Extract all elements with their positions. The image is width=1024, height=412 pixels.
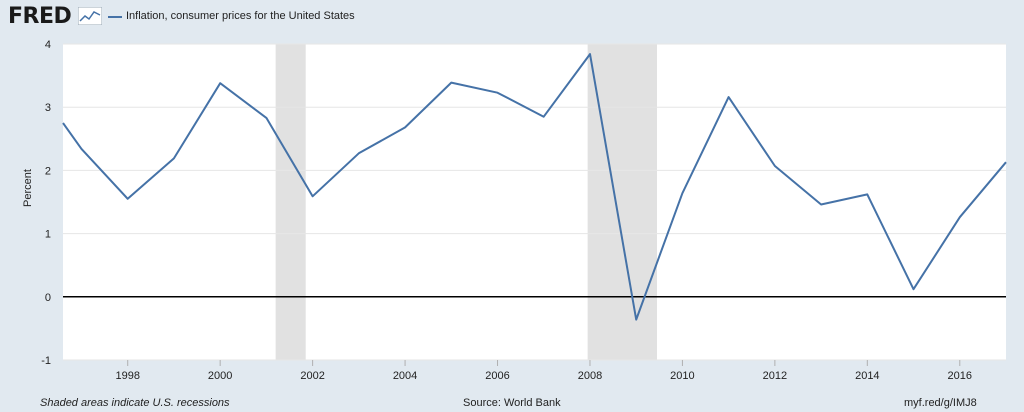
x-tick-label: 2014 xyxy=(855,370,879,382)
data-point xyxy=(589,53,591,55)
y-tick-label: 1 xyxy=(45,229,51,241)
x-tick-label: 2000 xyxy=(208,370,232,382)
x-tick-label: 1998 xyxy=(115,370,139,382)
data-point xyxy=(635,319,637,321)
y-tick-label: 3 xyxy=(45,102,51,114)
x-tick-label: 2006 xyxy=(485,370,509,382)
data-point xyxy=(820,204,822,206)
data-point xyxy=(127,198,129,200)
data-point xyxy=(497,92,499,94)
x-tick-label: 2012 xyxy=(763,370,787,382)
data-point xyxy=(173,158,175,160)
recession-band xyxy=(587,44,657,360)
plot-background xyxy=(63,44,1006,360)
y-tick-label: 2 xyxy=(45,165,51,177)
data-point xyxy=(682,192,684,194)
data-point xyxy=(219,82,221,84)
data-point xyxy=(1005,161,1007,163)
source-note: Source: World Bank xyxy=(463,397,561,409)
data-point xyxy=(913,288,915,290)
x-tick-label: 2016 xyxy=(948,370,972,382)
data-point xyxy=(62,122,64,124)
data-point xyxy=(312,196,314,198)
data-point xyxy=(358,153,360,155)
data-point xyxy=(728,96,730,98)
y-tick-label: 4 xyxy=(45,39,51,51)
series-line xyxy=(62,53,1007,321)
y-axis-label: Percent xyxy=(22,169,34,207)
line-graph-icon xyxy=(78,7,102,25)
x-tick-label: 2010 xyxy=(670,370,694,382)
data-point xyxy=(450,82,452,84)
data-point xyxy=(867,194,869,196)
legend-swatch xyxy=(108,16,122,18)
y-tick-label: -1 xyxy=(41,355,51,367)
data-point xyxy=(774,165,776,167)
data-point xyxy=(543,116,545,118)
data-point xyxy=(81,148,83,150)
data-point xyxy=(404,127,406,129)
x-tick-label: 2008 xyxy=(578,370,602,382)
x-tick-label: 2002 xyxy=(300,370,324,382)
recession-band xyxy=(275,44,306,360)
short-url-link[interactable]: myf.red/g/IMJ8 xyxy=(904,397,977,409)
legend-label[interactable]: Inflation, consumer prices for the Unite… xyxy=(126,10,355,22)
data-point xyxy=(959,216,961,218)
recession-note: Shaded areas indicate U.S. recessions xyxy=(40,397,230,409)
data-point xyxy=(266,117,268,119)
fred-logo[interactable]: FRED xyxy=(8,4,72,29)
y-tick-label: 0 xyxy=(45,292,51,304)
x-tick-label: 2004 xyxy=(393,370,417,382)
